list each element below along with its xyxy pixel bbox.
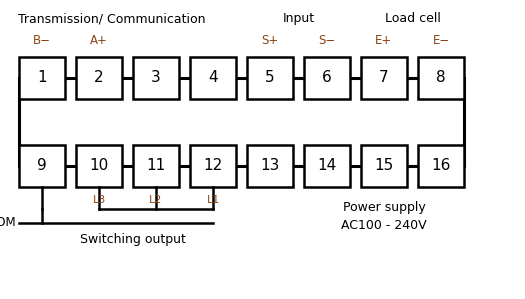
Bar bbox=[190, 145, 236, 187]
Bar bbox=[247, 145, 293, 187]
Text: L1: L1 bbox=[206, 195, 219, 205]
Bar bbox=[418, 57, 464, 99]
Text: Load cell: Load cell bbox=[384, 12, 440, 25]
Bar bbox=[361, 145, 407, 187]
Bar bbox=[304, 145, 350, 187]
Text: 11: 11 bbox=[146, 158, 165, 173]
Text: B−: B− bbox=[33, 34, 51, 47]
Text: Switching output: Switching output bbox=[80, 233, 185, 246]
Text: E−: E− bbox=[433, 34, 449, 47]
Bar bbox=[76, 57, 122, 99]
Text: Input: Input bbox=[282, 12, 314, 25]
Text: S+: S+ bbox=[261, 34, 279, 47]
Bar bbox=[190, 57, 236, 99]
Text: 3: 3 bbox=[151, 71, 161, 86]
Bar bbox=[418, 145, 464, 187]
Text: 5: 5 bbox=[265, 71, 275, 86]
Text: 6: 6 bbox=[322, 71, 332, 86]
Text: 10: 10 bbox=[89, 158, 109, 173]
Bar bbox=[361, 57, 407, 99]
Text: L3: L3 bbox=[92, 195, 106, 205]
Text: 9: 9 bbox=[37, 158, 47, 173]
Text: COM: COM bbox=[0, 216, 16, 230]
Text: 8: 8 bbox=[436, 71, 446, 86]
Bar bbox=[133, 57, 179, 99]
Text: 16: 16 bbox=[432, 158, 450, 173]
Text: 14: 14 bbox=[318, 158, 337, 173]
Text: E+: E+ bbox=[375, 34, 393, 47]
Text: 4: 4 bbox=[208, 71, 218, 86]
Text: Power supply
AC100 - 240V: Power supply AC100 - 240V bbox=[341, 201, 427, 232]
Bar bbox=[247, 57, 293, 99]
Bar bbox=[304, 57, 350, 99]
Bar bbox=[19, 57, 65, 99]
Text: Transmission/ Communication: Transmission/ Communication bbox=[18, 12, 205, 25]
Text: 2: 2 bbox=[94, 71, 104, 86]
Text: 12: 12 bbox=[203, 158, 223, 173]
Text: 7: 7 bbox=[379, 71, 389, 86]
Text: A+: A+ bbox=[90, 34, 108, 47]
Text: 13: 13 bbox=[260, 158, 280, 173]
Bar bbox=[76, 145, 122, 187]
Text: S−: S− bbox=[318, 34, 335, 47]
Text: 1: 1 bbox=[37, 71, 47, 86]
Text: L2: L2 bbox=[149, 195, 163, 205]
Text: 15: 15 bbox=[374, 158, 394, 173]
Bar bbox=[19, 145, 65, 187]
Bar bbox=[133, 145, 179, 187]
